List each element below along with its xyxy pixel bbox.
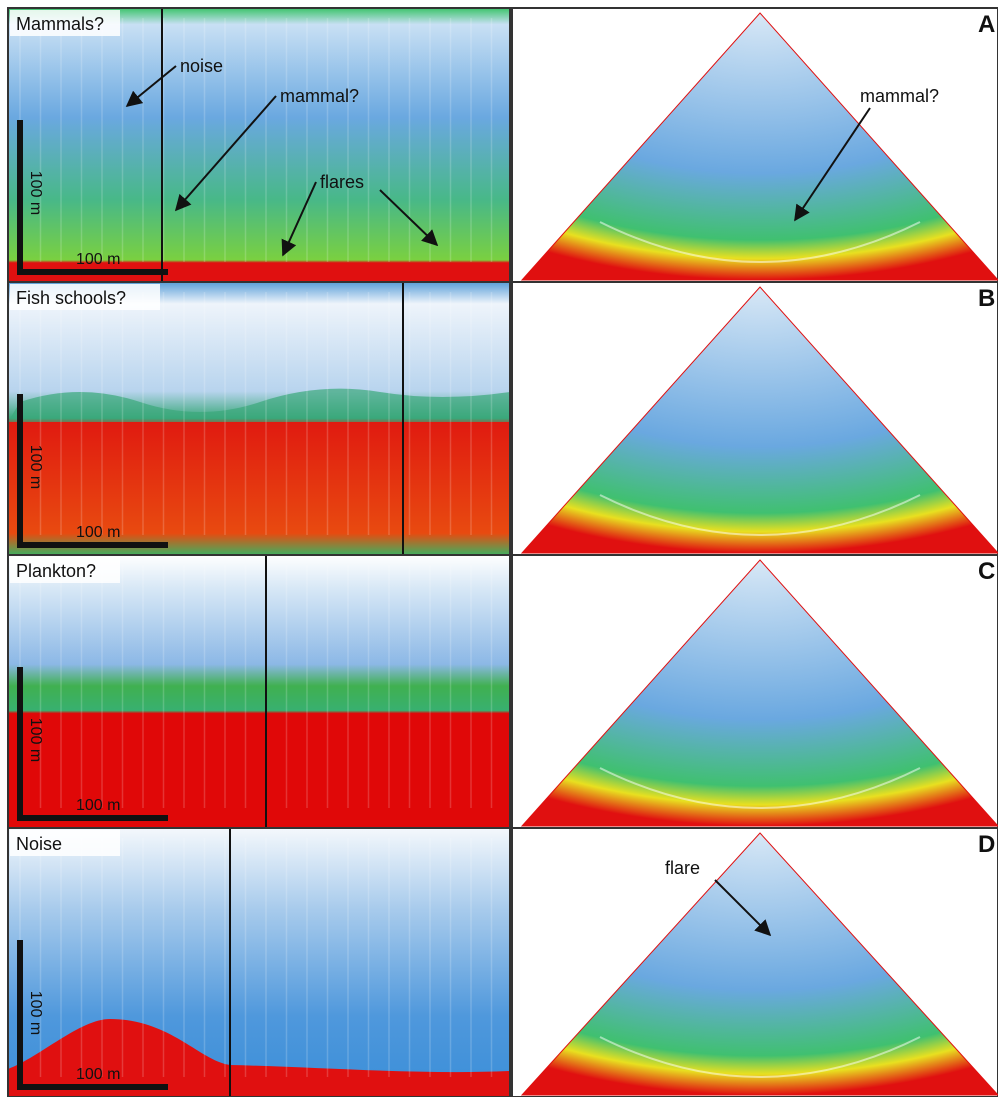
- figure: Mammals? 100 m 100 m Anoise mammal? flares mam…: [0, 0, 998, 1097]
- panel-label: Plankton?: [16, 561, 96, 581]
- panel-letter: B: [978, 285, 995, 312]
- scale-horizontal-label: 100 m: [76, 251, 120, 268]
- panel-label: Mammals?: [16, 14, 104, 34]
- scale-vertical-label: 100 m: [27, 991, 44, 1035]
- page: {"panels": [ {"letter": "A", "label": "M…: [0, 0, 998, 1097]
- fan-annotation: flare: [665, 858, 700, 878]
- panel-label: Fish schools?: [16, 288, 126, 308]
- panel-letter: D: [978, 831, 995, 858]
- echogram: [8, 555, 510, 828]
- annotation: mammal?: [280, 86, 359, 106]
- scale-vertical-label: 100 m: [27, 171, 44, 215]
- panel-letter: A: [978, 11, 995, 38]
- echogram: [8, 8, 510, 282]
- scale-vertical-label: 100 m: [27, 718, 44, 762]
- scale-horizontal-label: 100 m: [76, 524, 120, 541]
- panel-letter: C: [978, 558, 995, 585]
- scale-horizontal-label: 100 m: [76, 797, 120, 814]
- annotation: flares: [320, 172, 364, 192]
- panel-label: Noise: [16, 834, 62, 854]
- annotation: noise: [180, 56, 223, 76]
- scale-vertical-label: 100 m: [27, 445, 44, 489]
- fan-annotation: mammal?: [860, 86, 939, 106]
- scale-horizontal-label: 100 m: [76, 1066, 120, 1083]
